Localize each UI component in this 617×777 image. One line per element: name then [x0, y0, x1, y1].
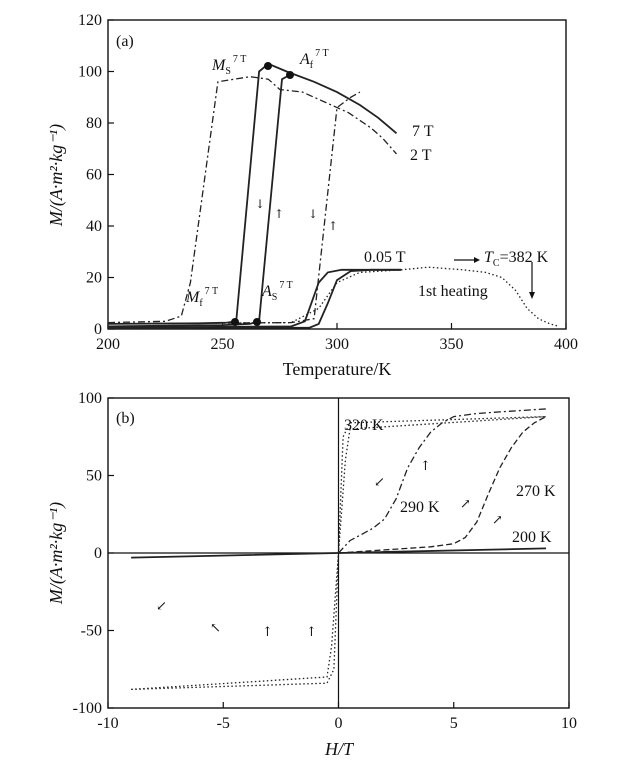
hyst-arrow-b4: ↗ [492, 513, 503, 528]
temp-label-270k: 270 K [516, 483, 556, 500]
x-tick-label: 300 [325, 336, 349, 353]
panel-a-frame [107, 19, 567, 330]
panel-b-xlabel: H/T [324, 739, 355, 759]
field-label-2t: 2 T [410, 147, 432, 164]
x-tick-label: 10 [561, 715, 577, 732]
panel-a-series [107, 62, 560, 330]
y-tick-label: -100 [73, 700, 102, 717]
y-tick-label: 100 [78, 390, 102, 407]
panel-b-label: (b) [116, 410, 135, 427]
af-label: Af7 T [299, 48, 329, 71]
x-tick-label: -5 [217, 715, 230, 732]
hyst-arrow-b2: ↑ [420, 459, 431, 474]
y-tick-label: -50 [81, 623, 102, 640]
y-tick-label: 0 [94, 321, 102, 338]
panel-a-markers: ↓ ↑ ↓ ↑ [231, 62, 535, 326]
panel-b-series [131, 408, 547, 691]
as-label: AS7 T [261, 280, 293, 303]
af-point [286, 71, 294, 79]
x-tick-label: 400 [554, 336, 578, 353]
y-tick-label: 80 [86, 115, 102, 132]
x-tick-label: 200 [96, 336, 120, 353]
mf-point [231, 318, 239, 326]
field-label-7t: 7 T [412, 123, 434, 140]
hyst-arrow-b6: ↖ [210, 621, 221, 636]
panel-a: (a) 200 250 300 350 400 0 20 40 60 80 100 120 Tempe… [46, 12, 578, 379]
series-line-3 [131, 547, 547, 559]
ms-point [264, 62, 272, 70]
panel-a-ylabel: M/(A·m²·kg⁻¹) [46, 124, 67, 227]
hyst-arrow-down-2t: ↓ [308, 207, 318, 221]
tc-label: TC=382 K [484, 249, 549, 269]
x-tick-label: -10 [97, 715, 118, 732]
x-tick-label: 350 [440, 336, 464, 353]
field-label-0-05t: 0.05 T [364, 249, 406, 266]
panel-a-annotations: MS7 T Af7 T Mf7 T AS7 T 7 T 2 T 0.05 T T… [185, 48, 549, 309]
y-tick-label: 50 [86, 468, 102, 485]
y-tick-label: 40 [86, 218, 102, 235]
first-heating-label: 1st heating [418, 283, 488, 300]
panel-b-ylabel: M/(A·m²·kg⁻¹) [46, 502, 67, 605]
ms-label: MS7 T [211, 54, 246, 77]
mf-label: Mf7 T [185, 286, 218, 309]
x-tick-label: 5 [450, 715, 458, 732]
panel-a-axes: 200 250 300 350 400 0 20 40 60 80 100 120 [78, 12, 578, 353]
series-line-0 [107, 62, 398, 325]
tc-arrow-right-head [474, 257, 480, 263]
x-tick-label: 0 [335, 715, 343, 732]
tc-arrow-down-head [529, 292, 535, 299]
hyst-arrow-b7: ↑ [262, 625, 273, 640]
x-tick-label: 250 [211, 336, 235, 353]
panel-b-annotations: 320 K 290 K 270 K 200 K ↙ ↑ ↗ ↗ ↙ ↖ ↑ ↑ [156, 417, 556, 640]
y-tick-label: 20 [86, 270, 102, 287]
hyst-arrow-b5: ↙ [156, 599, 167, 614]
hyst-arrow-b1: ↙ [374, 475, 385, 490]
series-line-3 [107, 91, 361, 325]
panel-a-xlabel: Temperature/K [283, 359, 392, 379]
hyst-arrow-up-2t: ↑ [328, 219, 338, 233]
y-tick-label: 0 [94, 545, 102, 562]
as-point [253, 318, 261, 326]
series-line-2 [338, 416, 547, 554]
hyst-arrow-down-7t: ↓ [255, 197, 265, 211]
series-line-2 [107, 76, 397, 324]
temp-label-290k: 290 K [400, 499, 440, 516]
hyst-arrow-b3: ↗ [460, 497, 471, 512]
series-line-1 [338, 408, 547, 554]
hyst-arrow-up-7t: ↑ [274, 207, 284, 221]
y-tick-label: 120 [78, 12, 102, 29]
hyst-arrow-b8: ↑ [306, 625, 317, 640]
temp-label-200k: 200 K [512, 529, 552, 546]
y-tick-label: 60 [86, 167, 102, 184]
temp-label-320k: 320 K [344, 417, 384, 434]
y-tick-label: 100 [78, 64, 102, 81]
series-line-5 [107, 268, 402, 330]
series-line-6 [107, 266, 560, 328]
panel-a-label: (a) [116, 33, 134, 50]
